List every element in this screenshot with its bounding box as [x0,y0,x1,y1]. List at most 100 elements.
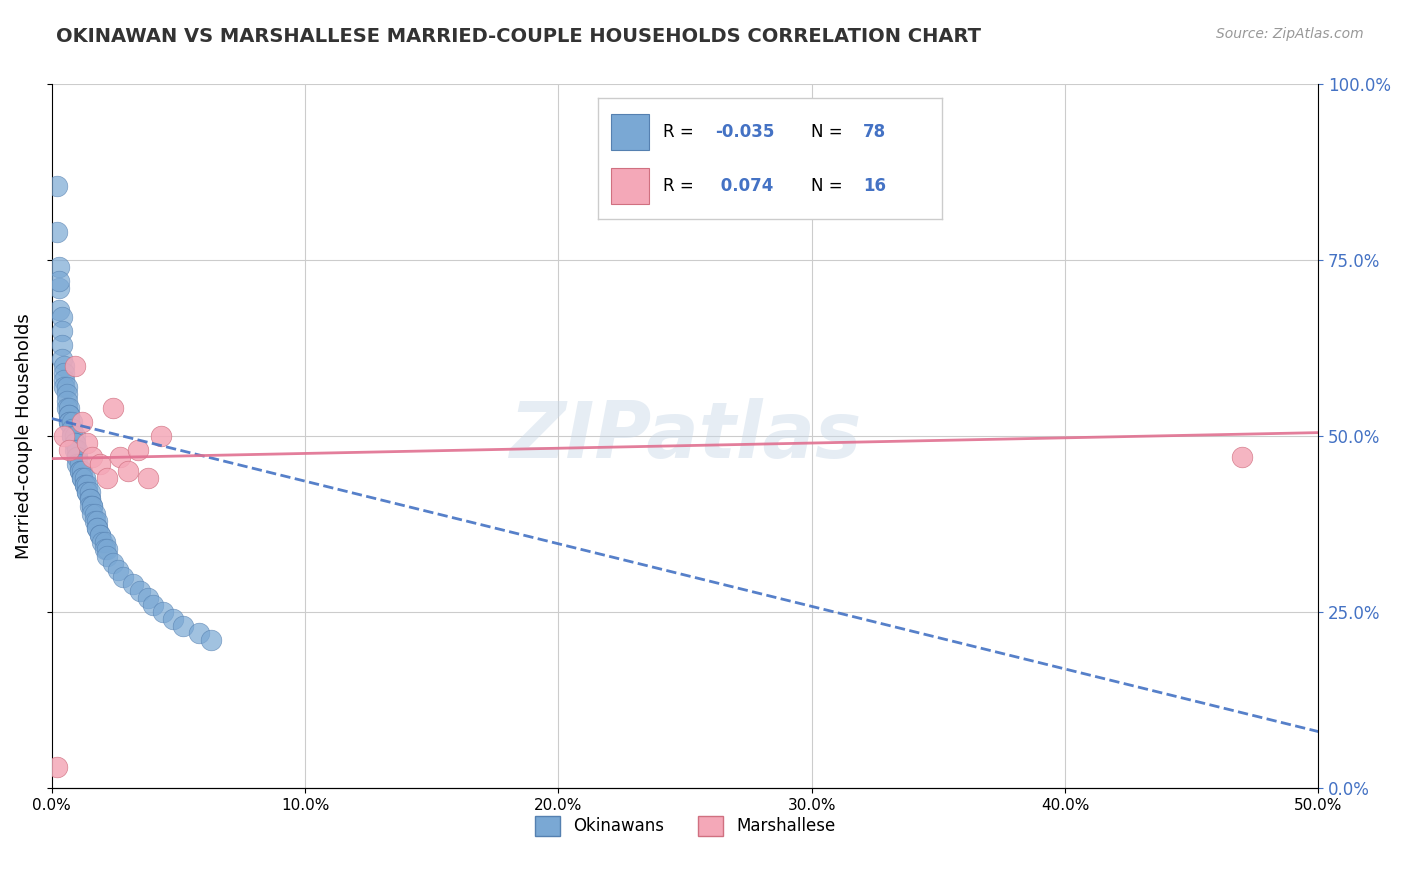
Point [82,450,104,465]
Point [89,457,111,471]
Point [53,429,76,443]
Point [83,514,105,528]
Text: -0.035: -0.035 [714,123,775,141]
Point [136,591,159,605]
Point [69,464,91,478]
Point [56,387,79,401]
Point [58,415,80,429]
Point [108,450,131,465]
Point [63,436,86,450]
Point [63,443,86,458]
Point [101,401,124,415]
Point [56,401,79,415]
Point [107,563,129,577]
Point [60,429,83,443]
Point [58,415,80,429]
Point [73,478,96,492]
Text: ZIPatlas: ZIPatlas [509,398,860,475]
Point [58,408,80,422]
Point [58,443,80,458]
Point [136,471,159,485]
Point [58,401,80,415]
Point [70,415,93,429]
Point [73,471,96,485]
Point [63,436,86,450]
Point [60,415,83,429]
Point [51,351,73,366]
Point [96,549,118,563]
Point [53,373,76,387]
Point [152,605,174,619]
Point [96,541,118,556]
Point [66,457,89,471]
Point [48,274,70,288]
Point [142,598,165,612]
Point [56,394,79,409]
Point [79,485,101,500]
Legend: Okinawans, Marshallese: Okinawans, Marshallese [529,809,842,843]
Y-axis label: Married-couple Households: Married-couple Households [15,313,32,559]
Point [127,443,149,458]
Text: 16: 16 [863,177,886,195]
Point [45,760,67,774]
Bar [612,168,650,204]
Bar [612,114,650,150]
Point [172,619,194,633]
Point [56,380,79,394]
Point [69,464,91,478]
Point [1232,450,1254,465]
Point [76,485,98,500]
Point [111,570,134,584]
Point [48,260,70,275]
Point [66,443,89,458]
Point [60,429,83,443]
Point [70,471,93,485]
Point [200,633,222,648]
Text: 78: 78 [863,123,886,141]
Point [48,281,70,295]
Point [121,577,143,591]
Point [79,492,101,507]
Text: N =: N = [811,177,848,195]
Point [70,471,93,485]
Point [96,471,118,485]
Point [79,500,101,514]
Point [91,534,114,549]
Point [53,380,76,394]
Point [63,429,86,443]
Point [66,450,89,465]
Text: 0.074: 0.074 [714,177,773,195]
Point [60,422,83,436]
Point [48,302,70,317]
Point [94,534,117,549]
Point [45,225,67,239]
Point [53,359,76,373]
Point [86,514,108,528]
Point [89,527,111,541]
Point [79,492,101,507]
Point [51,324,73,338]
Point [53,366,76,380]
Point [89,527,111,541]
Text: R =: R = [664,177,699,195]
Point [82,500,104,514]
Text: OKINAWAN VS MARSHALLESE MARRIED-COUPLE HOUSEHOLDS CORRELATION CHART: OKINAWAN VS MARSHALLESE MARRIED-COUPLE H… [56,27,981,45]
Point [66,450,89,465]
Point [51,310,73,324]
Point [58,408,80,422]
Point [70,464,93,478]
Text: Source: ZipAtlas.com: Source: ZipAtlas.com [1216,27,1364,41]
Point [69,457,91,471]
Point [76,478,98,492]
Point [76,436,98,450]
Point [94,541,117,556]
Point [162,612,184,626]
Point [83,507,105,521]
Point [76,485,98,500]
Point [129,583,152,598]
Point [86,520,108,534]
Point [45,179,67,194]
Point [86,520,108,534]
Point [82,507,104,521]
Point [101,556,124,570]
